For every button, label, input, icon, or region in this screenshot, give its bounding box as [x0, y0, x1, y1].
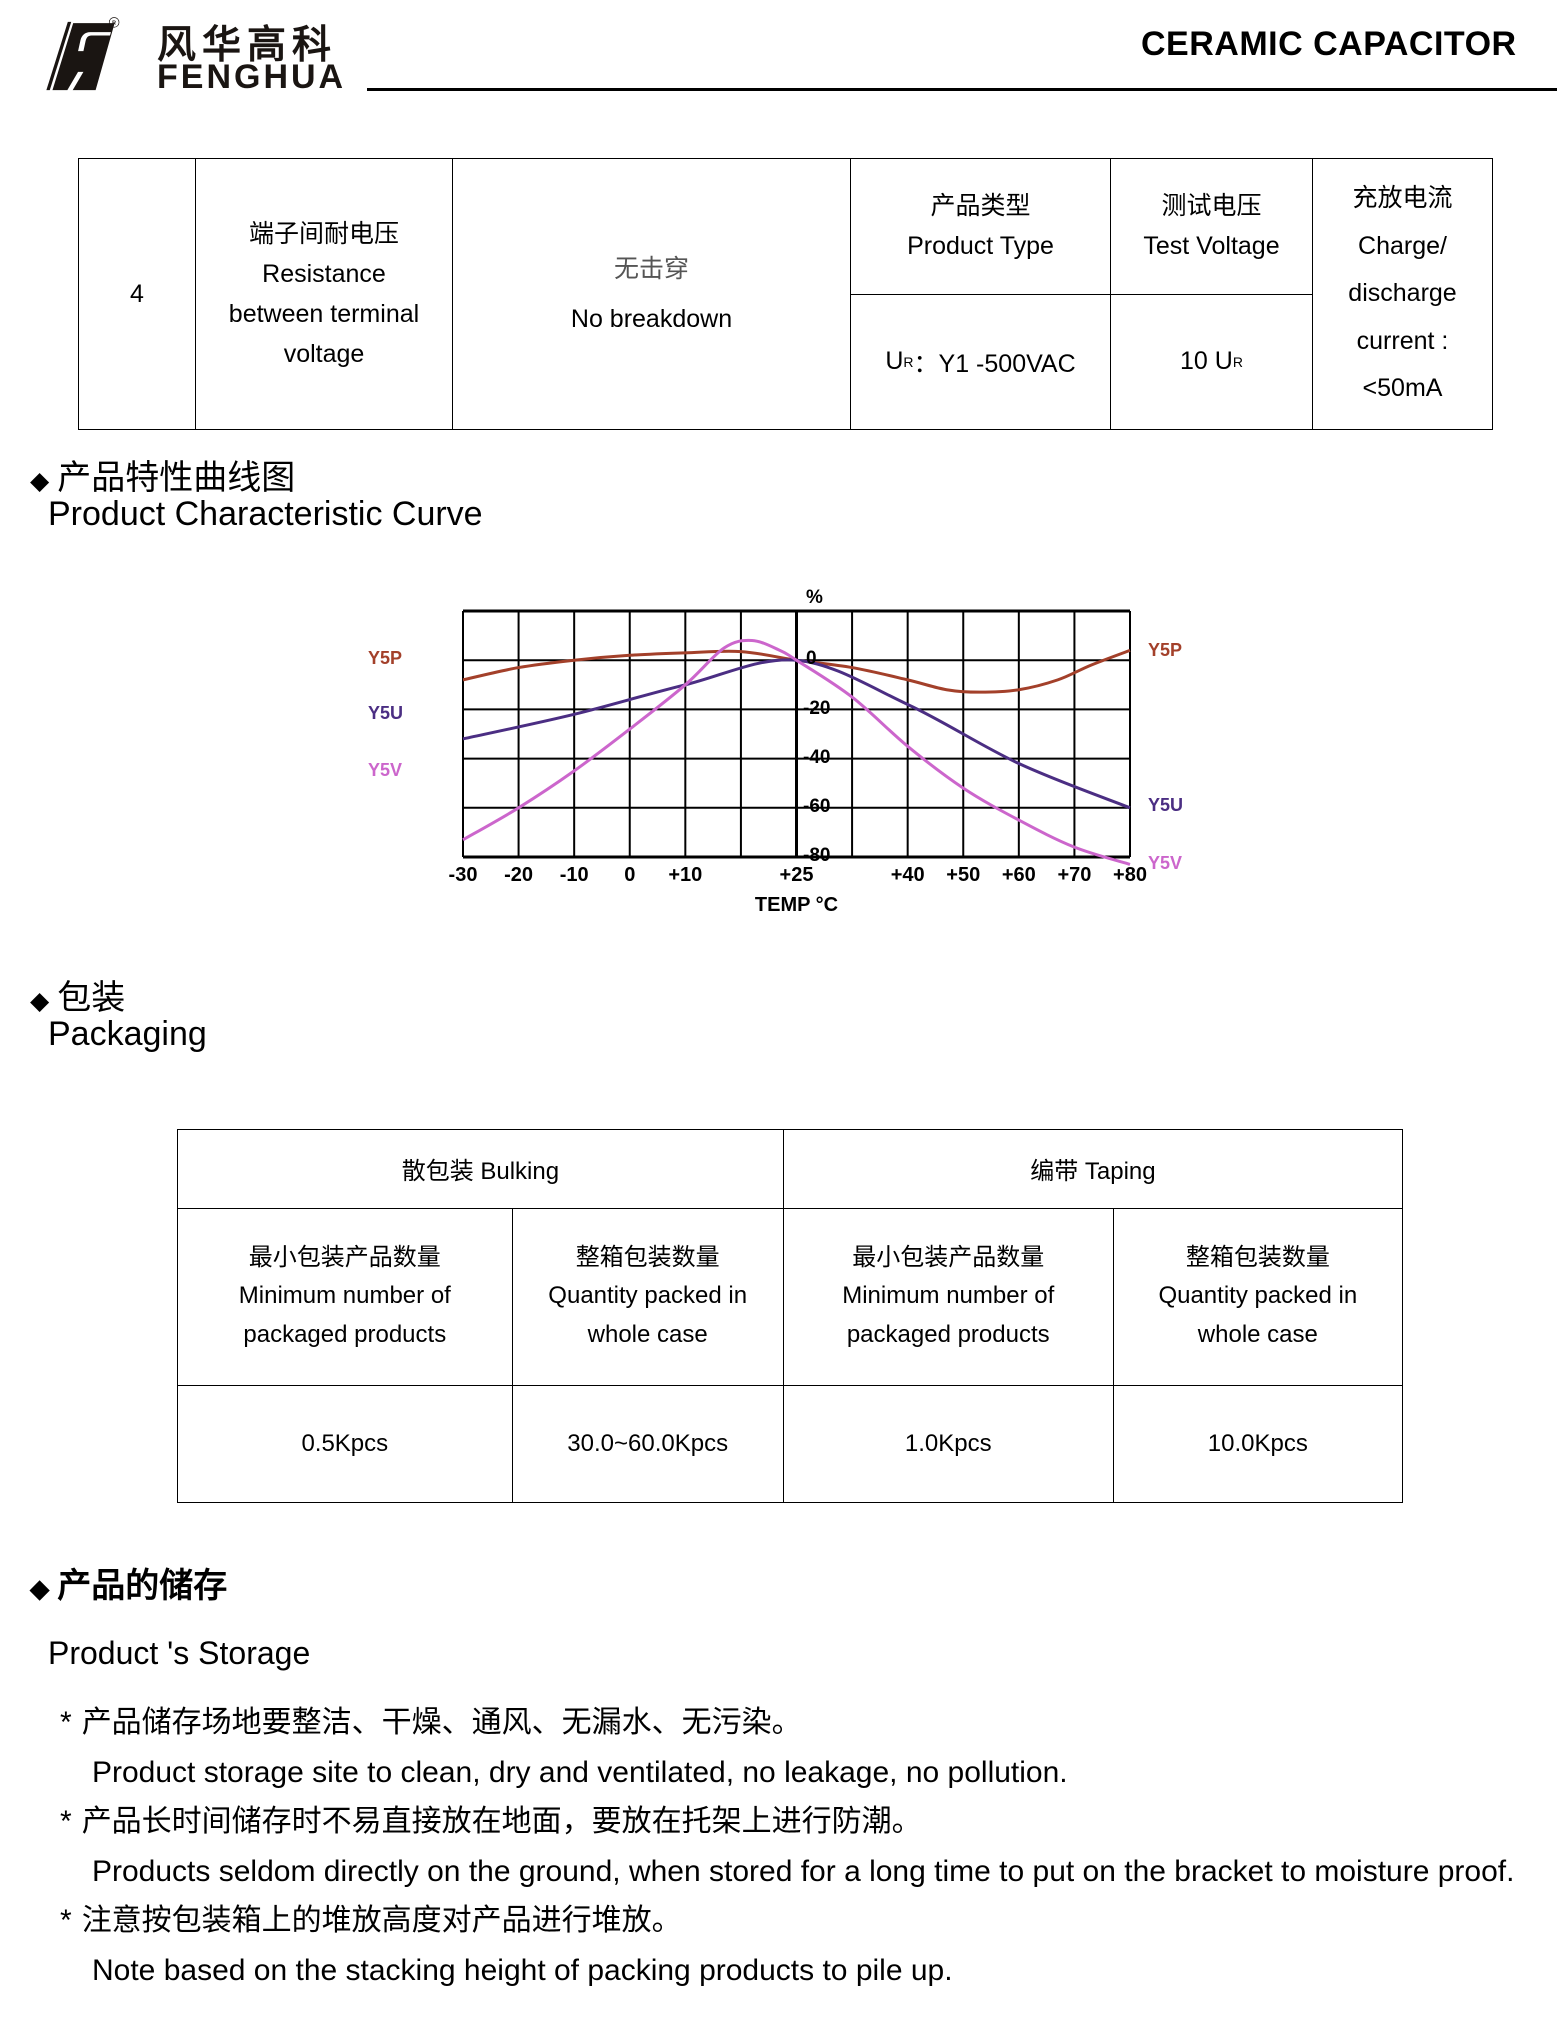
svg-text:-20: -20 — [803, 698, 830, 719]
svg-text:Y5V: Y5V — [1148, 853, 1182, 873]
svg-text:+70: +70 — [1057, 864, 1091, 886]
svg-text:Y5U: Y5U — [1148, 795, 1183, 815]
svg-text:0: 0 — [624, 864, 635, 886]
svg-text:Y5U: Y5U — [368, 703, 403, 723]
svg-text:Y5P: Y5P — [1148, 640, 1182, 660]
svg-text:+40: +40 — [891, 864, 925, 886]
svg-text:%: % — [806, 587, 823, 608]
svg-text:-10: -10 — [560, 864, 589, 886]
svg-text:-20: -20 — [504, 864, 533, 886]
svg-text:+80: +80 — [1113, 864, 1147, 886]
svg-text:TEMP °C: TEMP °C — [755, 894, 838, 916]
svg-text:-30: -30 — [449, 864, 478, 886]
svg-text:Y5P: Y5P — [368, 648, 402, 668]
svg-text:-40: -40 — [803, 747, 830, 768]
svg-text:+25: +25 — [780, 864, 814, 886]
svg-text:+50: +50 — [946, 864, 980, 886]
svg-text:+10: +10 — [668, 864, 702, 886]
svg-text:Y5V: Y5V — [368, 760, 402, 780]
svg-text:-60: -60 — [803, 796, 830, 817]
svg-text:-80: -80 — [803, 845, 830, 866]
svg-text:+60: +60 — [1002, 864, 1036, 886]
svg-text:R: R — [112, 20, 116, 26]
svg-text:0: 0 — [806, 648, 817, 669]
